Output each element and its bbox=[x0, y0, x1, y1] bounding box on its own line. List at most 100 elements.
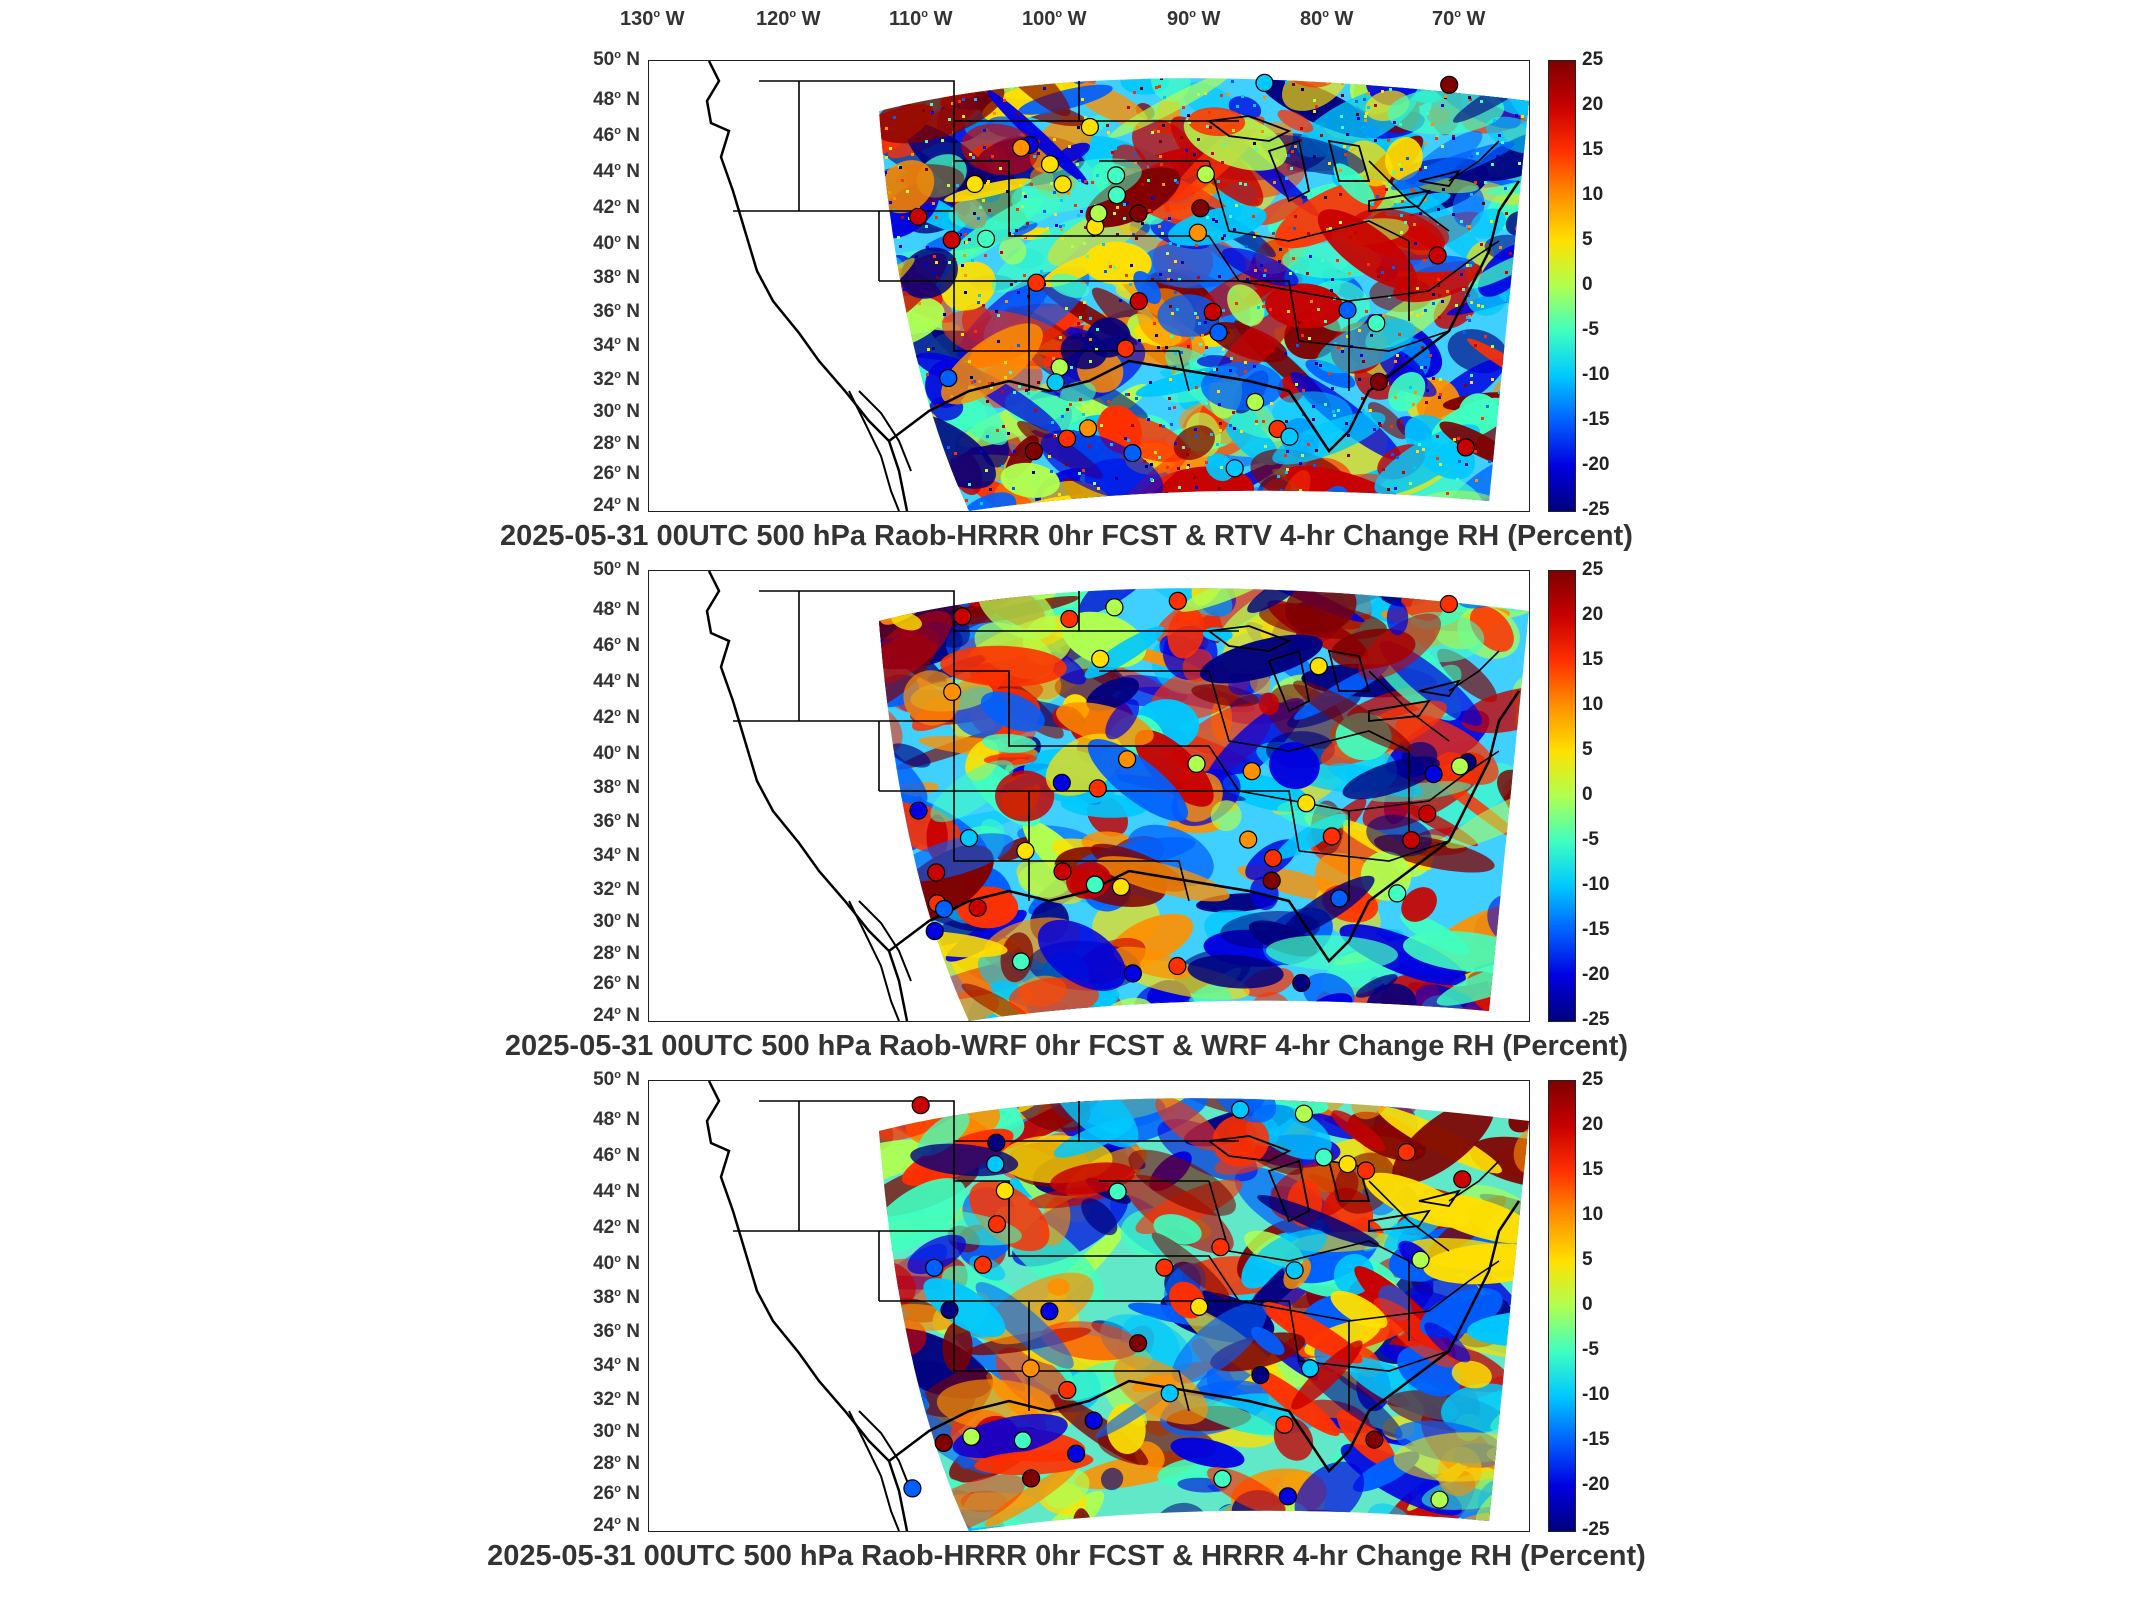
colorbar-tick-label: 10 bbox=[1582, 1204, 1604, 1225]
raob-stations bbox=[903, 1096, 1472, 1509]
raob-station-marker bbox=[1297, 794, 1316, 813]
colorbar-tick-label: -5 bbox=[1582, 319, 1599, 340]
rh-change-map bbox=[705, 61, 1529, 511]
lat-label-48n: 48o N bbox=[593, 89, 640, 110]
colorbar-tick-label: 5 bbox=[1582, 739, 1593, 760]
colorbar-tick-label: 0 bbox=[1582, 274, 1593, 295]
raob-station-marker bbox=[1388, 884, 1407, 903]
raob-station-marker bbox=[1397, 1142, 1416, 1162]
raob-station-marker bbox=[973, 1255, 992, 1274]
lat-label-28n: 28o N bbox=[593, 1453, 640, 1474]
raob-station-marker bbox=[1322, 827, 1341, 846]
raob-station-marker bbox=[1053, 175, 1072, 194]
raob-station-marker bbox=[1439, 594, 1459, 614]
raob-station-marker bbox=[1040, 155, 1060, 174]
raob-stations bbox=[909, 591, 1477, 993]
raob-station-marker bbox=[1027, 273, 1046, 292]
raob-station-marker bbox=[1050, 358, 1069, 377]
raob-station-marker bbox=[1453, 1170, 1472, 1189]
raob-station-marker bbox=[1155, 1258, 1174, 1277]
raob-station-marker bbox=[1052, 773, 1071, 792]
rh-change-field bbox=[879, 1098, 1529, 1531]
raob-station-marker bbox=[1123, 964, 1142, 983]
map-frame bbox=[648, 570, 1530, 1022]
state-borders bbox=[705, 61, 1521, 511]
map-panel-raob-hrrr-rtv: 50o N 48o N 46o N 44o N 42o N 40o N 38o N 36o N… bbox=[0, 49, 2133, 560]
colorbar bbox=[1548, 1080, 1576, 1532]
raob-station-marker bbox=[1116, 339, 1135, 358]
raob-station-marker bbox=[1088, 779, 1107, 798]
raob-station-marker bbox=[1285, 1261, 1304, 1280]
raob-station-marker bbox=[1129, 1334, 1148, 1353]
raob-station-marker bbox=[1262, 871, 1281, 890]
raob-station-marker bbox=[1046, 373, 1065, 392]
raob-station-marker bbox=[1294, 1104, 1314, 1123]
raob-station-marker bbox=[1129, 204, 1148, 223]
lat-label-46n: 46o N bbox=[593, 1145, 640, 1166]
map-panel-raob-hrrr: 50o N 48o N 46o N 44o N 42o N 40o N 38o N 36o N… bbox=[0, 1069, 2133, 1580]
lat-label-34n: 34o N bbox=[593, 1355, 640, 1376]
raob-station-marker bbox=[986, 1155, 1005, 1174]
lat-label-26n: 26o N bbox=[593, 973, 640, 994]
raob-station-marker bbox=[1440, 75, 1459, 94]
colorbar-tick-label: -25 bbox=[1582, 1519, 1610, 1540]
raob-station-marker bbox=[1021, 1359, 1040, 1378]
raob-station-marker bbox=[1024, 442, 1043, 461]
colorbar-tick-label: -20 bbox=[1582, 964, 1610, 985]
colorbar-tick-label: 25 bbox=[1582, 49, 1604, 70]
raob-station-marker bbox=[1189, 1297, 1209, 1316]
map-panel-raob-wrf: 50o N 48o N 46o N 44o N 42o N 40o N 38o N 36o N… bbox=[0, 559, 2133, 1070]
raob-station-marker bbox=[1187, 754, 1206, 773]
lat-label-38n: 38o N bbox=[593, 1287, 640, 1308]
raob-station-marker bbox=[976, 229, 996, 248]
raob-station-marker bbox=[939, 369, 958, 388]
raob-station-marker bbox=[940, 1300, 959, 1319]
colorbar-tick-label: 0 bbox=[1582, 1294, 1593, 1315]
lon-label-70w: 70o W bbox=[1432, 8, 1486, 30]
colorbar-tick-label: 25 bbox=[1582, 1069, 1604, 1090]
raob-station-marker bbox=[1231, 1100, 1250, 1119]
raob-station-marker bbox=[1191, 199, 1210, 218]
lat-label-24n: 24o N bbox=[593, 1005, 640, 1026]
raob-station-marker bbox=[1275, 1415, 1294, 1434]
lat-label-50n: 50o N bbox=[593, 49, 640, 70]
raob-station-marker bbox=[1108, 1182, 1127, 1201]
raob-station-marker bbox=[1367, 314, 1386, 333]
lat-label-40n: 40o N bbox=[593, 233, 640, 254]
lat-label-26n: 26o N bbox=[593, 1483, 640, 1504]
raob-station-marker bbox=[1188, 223, 1208, 242]
colorbar-tick-label: -15 bbox=[1582, 409, 1610, 430]
raob-station-marker bbox=[1057, 429, 1077, 448]
raob-station-marker bbox=[1418, 804, 1437, 823]
raob-station-marker bbox=[1111, 877, 1131, 897]
raob-station-marker bbox=[1338, 1154, 1357, 1174]
raob-station-marker bbox=[1278, 1487, 1298, 1506]
raob-station-marker bbox=[925, 1258, 944, 1277]
raob-station-marker bbox=[1107, 186, 1126, 205]
colorbar-tick-label: -15 bbox=[1582, 919, 1610, 940]
raob-station-marker bbox=[1089, 204, 1108, 223]
lat-label-46n: 46o N bbox=[593, 125, 640, 146]
colorbar-tick-label: -20 bbox=[1582, 454, 1610, 475]
lat-label-42n: 42o N bbox=[593, 1217, 640, 1238]
raob-station-marker bbox=[1411, 1250, 1430, 1269]
panel-title: 2025-05-31 00UTC 500 hPa Raob-WRF 0hr FC… bbox=[504, 1030, 1629, 1062]
raob-station-marker bbox=[935, 899, 954, 919]
lat-label-24n: 24o N bbox=[593, 495, 640, 516]
panel-title: 2025-05-31 00UTC 500 hPa Raob-HRRR 0hr F… bbox=[500, 520, 1633, 552]
lat-label-34n: 34o N bbox=[593, 845, 640, 866]
lat-label-28n: 28o N bbox=[593, 943, 640, 964]
raob-station-marker bbox=[1245, 392, 1265, 412]
lat-label-26n: 26o N bbox=[593, 463, 640, 484]
raob-station-marker bbox=[1053, 862, 1072, 881]
raob-station-marker bbox=[925, 922, 944, 941]
raob-station-marker bbox=[987, 1215, 1007, 1234]
map-frame bbox=[648, 60, 1530, 512]
raob-station-marker bbox=[959, 829, 979, 848]
raob-station-marker bbox=[1160, 1384, 1179, 1403]
lat-label-48n: 48o N bbox=[593, 1109, 640, 1130]
rh-change-field bbox=[879, 78, 1529, 511]
raob-station-marker bbox=[1168, 591, 1187, 610]
raob-station-marker bbox=[1255, 73, 1274, 92]
map-frame bbox=[648, 1080, 1530, 1532]
